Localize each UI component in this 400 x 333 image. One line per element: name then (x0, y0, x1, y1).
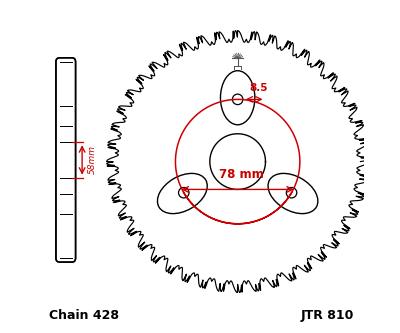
Text: JTR 810: JTR 810 (300, 309, 354, 322)
Text: Chain 428: Chain 428 (49, 309, 119, 322)
Bar (60, 177, 72, 194)
Bar (60, 214, 72, 258)
Ellipse shape (220, 71, 255, 125)
Text: 8.5: 8.5 (250, 83, 268, 93)
Text: 78 mm: 78 mm (218, 168, 263, 181)
Ellipse shape (268, 173, 318, 213)
Bar (60, 62, 72, 106)
FancyBboxPatch shape (56, 58, 76, 262)
Text: 58mm: 58mm (87, 146, 96, 174)
Bar (60, 126, 72, 142)
Ellipse shape (158, 173, 207, 213)
